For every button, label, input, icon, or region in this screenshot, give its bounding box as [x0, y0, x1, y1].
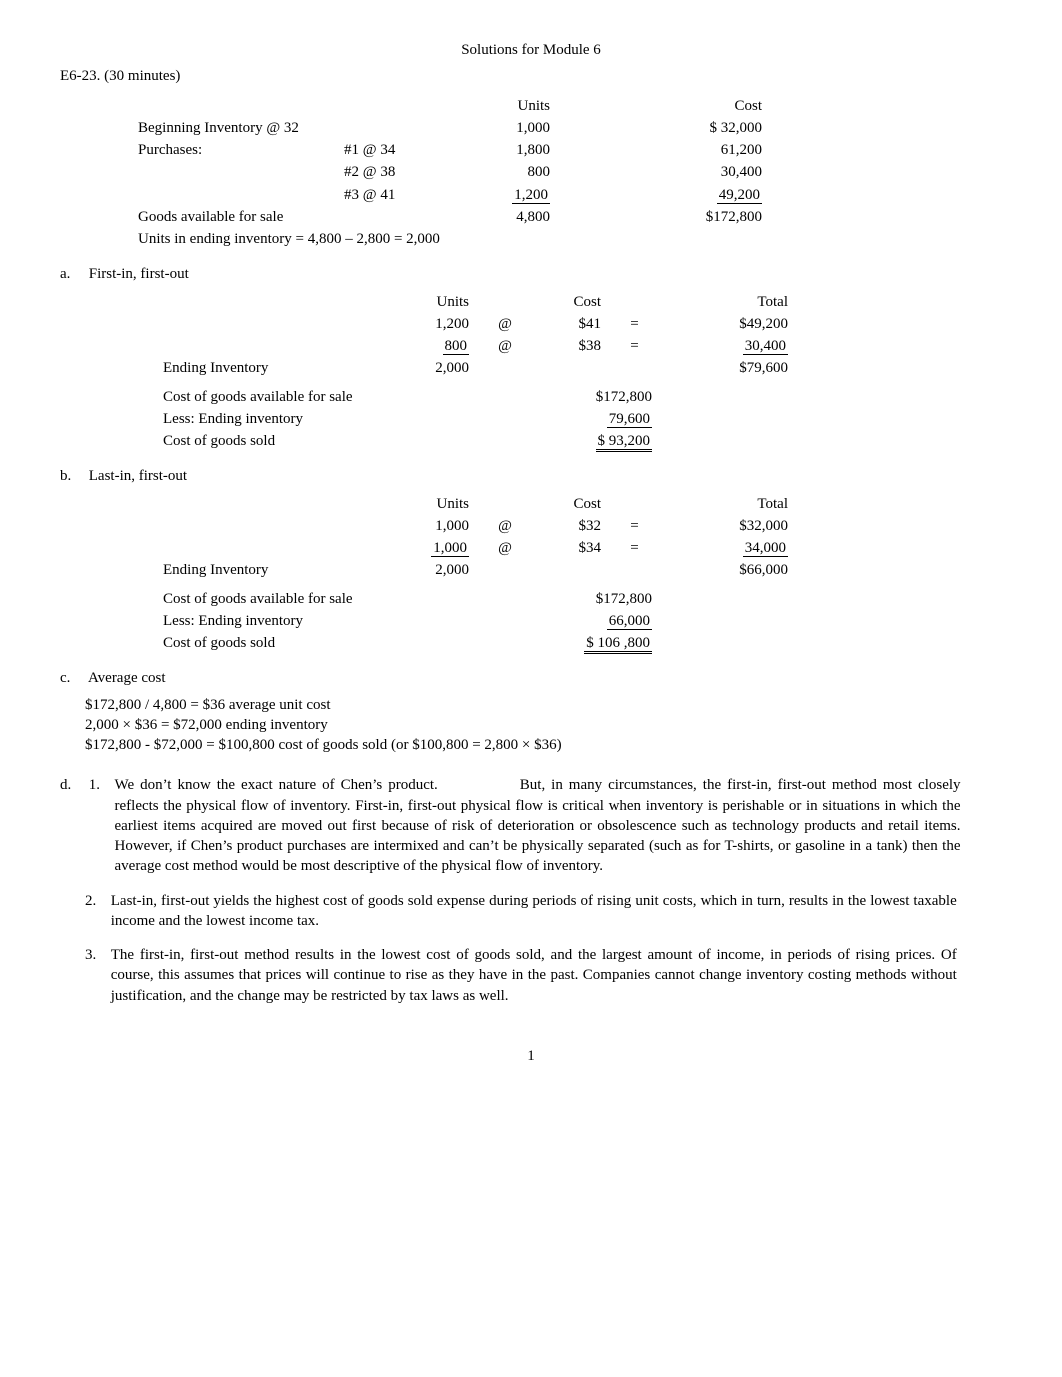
cell: $38 — [533, 335, 609, 357]
cell: = — [609, 313, 660, 335]
part-d3-num: 3. — [85, 945, 107, 965]
cell: $41 — [533, 313, 609, 335]
cell: $32,000 — [660, 515, 796, 537]
exercise-label: E6-23. (30 minutes) — [60, 66, 1002, 86]
cell: @ — [477, 313, 533, 335]
gafs-units: 4,800 — [442, 206, 558, 228]
avg-line: $172,800 - $72,000 = $100,800 cost of go… — [85, 735, 1002, 755]
cell: 1,000 — [391, 515, 477, 537]
sum-val: $172,800 — [533, 588, 660, 610]
cell-units: 1,800 — [442, 139, 558, 161]
col-units: Units — [391, 493, 477, 515]
cell: @ — [477, 537, 533, 559]
sum-label: Less: Ending inventory — [155, 408, 533, 430]
avg-line: $172,800 / 4,800 = $36 average unit cost — [85, 695, 1002, 715]
cell-cost: $ 32,000 — [634, 117, 770, 139]
ending-label: Ending Inventory — [155, 357, 391, 379]
row-sub: #2 @ 38 — [336, 161, 442, 183]
sum-val: $ 106 ,800 — [533, 632, 660, 654]
avg-line: 2,000 × $36 = $72,000 ending inventory — [85, 715, 1002, 735]
ending-units-line: Units in ending inventory = 4,800 – 2,80… — [130, 228, 770, 250]
sum-label: Cost of goods available for sale — [155, 386, 533, 408]
cell-units: 1,000 — [442, 117, 558, 139]
cell: 2,000 — [391, 357, 477, 379]
fifo-table: Units Cost Total 1,200 @ $41 = $49,200 8… — [155, 291, 796, 453]
col-total: Total — [660, 493, 796, 515]
sum-label: Cost of goods sold — [155, 632, 533, 654]
row-sub: #1 @ 34 — [336, 139, 442, 161]
cell-cost: 49,200 — [634, 184, 770, 206]
sum-val: $172,800 — [533, 386, 660, 408]
cell: $32 — [533, 515, 609, 537]
cell: 1,000 — [391, 537, 477, 559]
part-c-letter: c. — [60, 668, 85, 688]
part-d1-num: 1. — [89, 775, 111, 795]
cell-units: 1,200 — [442, 184, 558, 206]
lifo-table: Units Cost Total 1,000 @ $32 = $32,000 1… — [155, 493, 796, 655]
cell: $66,000 — [660, 559, 796, 581]
part-d1-text: We don’t know the exact nature of Chen’s… — [115, 775, 961, 876]
col-header-cost: Cost — [634, 95, 770, 117]
d1-lead: We don’t know the exact nature of Chen’s… — [115, 777, 438, 793]
cell: 800 — [391, 335, 477, 357]
cell: 30,400 — [660, 335, 796, 357]
part-d2-text: Last-in, first-out yields the highest co… — [111, 891, 957, 932]
col-total: Total — [660, 291, 796, 313]
cell-units: 800 — [442, 161, 558, 183]
cell: @ — [477, 335, 533, 357]
col-cost: Cost — [533, 291, 609, 313]
cell: = — [609, 515, 660, 537]
part-b-title: Last-in, first-out — [89, 468, 187, 484]
row-label: Purchases: — [130, 139, 336, 161]
part-d-letter: d. — [60, 775, 85, 795]
part-d3-text: The first-in, first-out method results i… — [111, 945, 957, 1006]
part-a-letter: a. — [60, 264, 85, 284]
cell: $79,600 — [660, 357, 796, 379]
inventory-table: Units Cost Beginning Inventory @ 32 1,00… — [130, 95, 770, 251]
cell-cost: 61,200 — [634, 139, 770, 161]
part-c-title: Average cost — [88, 670, 166, 686]
sum-val: 79,600 — [533, 408, 660, 430]
cell: 2,000 — [391, 559, 477, 581]
cell: = — [609, 335, 660, 357]
cell: $49,200 — [660, 313, 796, 335]
cell: $34 — [533, 537, 609, 559]
sum-label: Cost of goods sold — [155, 430, 533, 452]
sum-val: 66,000 — [533, 610, 660, 632]
page-number: 1 — [60, 1046, 1002, 1066]
cell: @ — [477, 515, 533, 537]
part-b-letter: b. — [60, 466, 85, 486]
part-a-title: First-in, first-out — [89, 266, 189, 282]
gafs-cost: $172,800 — [634, 206, 770, 228]
cell: 34,000 — [660, 537, 796, 559]
part-d2-num: 2. — [85, 891, 107, 911]
ending-label: Ending Inventory — [155, 559, 391, 581]
sum-label: Less: Ending inventory — [155, 610, 533, 632]
col-cost: Cost — [533, 493, 609, 515]
module-title: Solutions for Module 6 — [60, 40, 1002, 60]
row-sub: #3 @ 41 — [336, 184, 442, 206]
cell: 1,200 — [391, 313, 477, 335]
col-units: Units — [391, 291, 477, 313]
sum-label: Cost of goods available for sale — [155, 588, 533, 610]
col-header-units: Units — [442, 95, 558, 117]
sum-val: $ 93,200 — [533, 430, 660, 452]
cell: = — [609, 537, 660, 559]
row-label: Beginning Inventory @ 32 — [130, 117, 442, 139]
gafs-label: Goods available for sale — [130, 206, 442, 228]
cell-cost: 30,400 — [634, 161, 770, 183]
